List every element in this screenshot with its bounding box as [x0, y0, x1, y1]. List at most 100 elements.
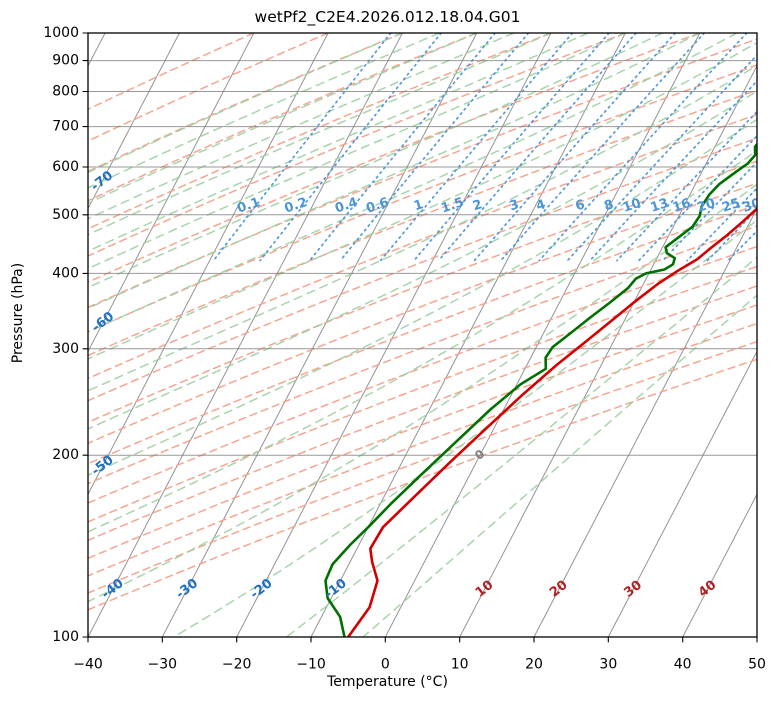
dry-adiabat-line: [88, 33, 404, 173]
isotherm-line: [310, 33, 626, 637]
mixing-ratio-label: 6: [574, 197, 587, 214]
mixing-ratio-label: 16: [671, 196, 693, 216]
moist-adiabat-line: [285, 256, 757, 637]
mixing-ratio-label: 0.6: [364, 195, 391, 216]
mixing-ratio-label: 0.4: [333, 195, 360, 216]
moist-adiabat-line: [88, 41, 757, 360]
x-tick-label: 0: [381, 657, 390, 673]
isotherm-line: [0, 33, 31, 637]
dry-adiabat-line: [88, 33, 552, 230]
dry-adiabat-line: [88, 265, 757, 523]
x-tick-label: −30: [148, 657, 178, 673]
grid-layer: [0, 33, 757, 637]
dry-adiabat-line: [88, 358, 757, 611]
plot-border: [87, 32, 758, 638]
mixing-ratio-label: 25: [720, 196, 742, 216]
x-tick-label: 20: [525, 657, 543, 673]
isotherm-line: [607, 350, 757, 637]
dry-adiabat-line: [88, 89, 757, 357]
moist-adiabat-line: [88, 33, 515, 220]
y-tick-label: 800: [52, 84, 79, 100]
mixing-ratio-line: [413, 33, 610, 262]
mixing-ratio-label: 1.5: [439, 195, 466, 216]
moist-adiabat-line: [88, 149, 757, 533]
x-axis-label: Temperature (°C): [327, 674, 448, 690]
y-tick-label: 300: [52, 341, 79, 357]
isotherm-label: 10: [473, 578, 496, 601]
mixing-ratio-line: [686, 187, 757, 262]
mixing-ratio-line: [212, 33, 392, 262]
moist-adiabat-line: [88, 183, 757, 603]
mixing-ratio-line: [473, 33, 677, 262]
x-tick-label: 40: [674, 657, 692, 673]
dry-adiabat-line: [88, 113, 757, 380]
dry-adiabat-line: [88, 322, 757, 577]
moist-adiabat-line: [362, 294, 757, 637]
dry-adiabat-line: [88, 340, 757, 594]
dewpoint-profile-line: [324, 142, 757, 637]
mixing-ratio-line: [616, 110, 757, 262]
isotherm-line: [88, 33, 180, 210]
axis-layer: −40 −30 −20 −10 0 10 20 30 40 50 100 200 300 400 500 6 0…: [43, 25, 766, 673]
isotherm-label: -20: [248, 576, 276, 602]
profile-layer: [324, 142, 757, 637]
mixing-ratio-label: 2: [471, 197, 484, 214]
mixing-ratio-label: 1: [412, 197, 425, 214]
isotherm-label: -30: [173, 576, 201, 602]
isotherm-label: -40: [99, 576, 127, 602]
dry-adiabat-line: [88, 285, 757, 542]
mixing-ratio-label: 13: [649, 196, 671, 216]
y-tick-label: 500: [52, 207, 79, 223]
y-tick-label: 900: [52, 53, 79, 69]
isotherm-label: 20: [547, 578, 570, 601]
isotherm-line: [88, 33, 255, 353]
isotherm-label: -60: [89, 309, 117, 335]
mixing-ratio-line: [437, 33, 637, 262]
mixing-ratio-line: [339, 33, 530, 262]
y-tick-label: 700: [52, 119, 79, 135]
x-tick-label: −20: [222, 657, 252, 673]
moist-adiabat-line: [88, 118, 757, 476]
moist-adiabat-line: [88, 33, 478, 205]
mixing-ratio-line: [379, 33, 574, 262]
mixing-ratio-label: 4: [534, 197, 547, 214]
x-tick-label: −10: [296, 657, 326, 673]
isotherm-line: [533, 207, 757, 637]
temperature-profile-line: [346, 206, 757, 637]
dry-adiabat-line: [88, 225, 757, 485]
isotherm-line: [88, 33, 403, 637]
isotherm-line: [384, 33, 701, 637]
isotherm-line: [161, 33, 478, 637]
dry-adiabat-line: [88, 33, 701, 283]
moist-adiabat-line: [88, 33, 664, 289]
mixing-ratio-line: [589, 79, 757, 262]
y-tick-label: 1000: [43, 25, 79, 41]
isotherm-line: [236, 33, 552, 637]
mixing-ratio-line: [499, 33, 706, 262]
dry-adiabat-line: [88, 182, 757, 445]
y-tick-label: 400: [52, 265, 79, 281]
x-tick-label: 50: [748, 657, 766, 673]
mixing-ratio-label: 0.1: [236, 195, 263, 216]
x-tick-label: −40: [73, 657, 103, 673]
mixing-ratio-label: 10: [621, 196, 643, 216]
mixing-ratio-label: 8: [602, 197, 615, 214]
y-tick-label: 200: [52, 447, 79, 463]
chart-title: wetPf2_C2E4.2026.012.18.04.G01: [254, 8, 521, 26]
isotherm-label: -50: [89, 453, 117, 479]
mixing-ratio-line: [308, 33, 496, 262]
y-tick-label: 100: [52, 629, 79, 645]
dry-adiabat-line: [88, 160, 757, 424]
dry-adiabat-line: [88, 137, 757, 402]
dry-adiabat-line: [88, 304, 757, 560]
x-tick-label: 30: [599, 657, 617, 673]
mixing-ratio-label: 30: [741, 196, 763, 216]
dry-adiabat-line: [88, 33, 478, 202]
dry-adiabat-line: [88, 204, 757, 465]
mixing-ratio-line: [706, 208, 757, 262]
mixing-ratio-line: [259, 33, 443, 262]
moist-adiabat-line: [88, 64, 757, 392]
mixing-ratio-label: 0.2: [283, 195, 310, 216]
x-tick-label: 10: [451, 657, 469, 673]
